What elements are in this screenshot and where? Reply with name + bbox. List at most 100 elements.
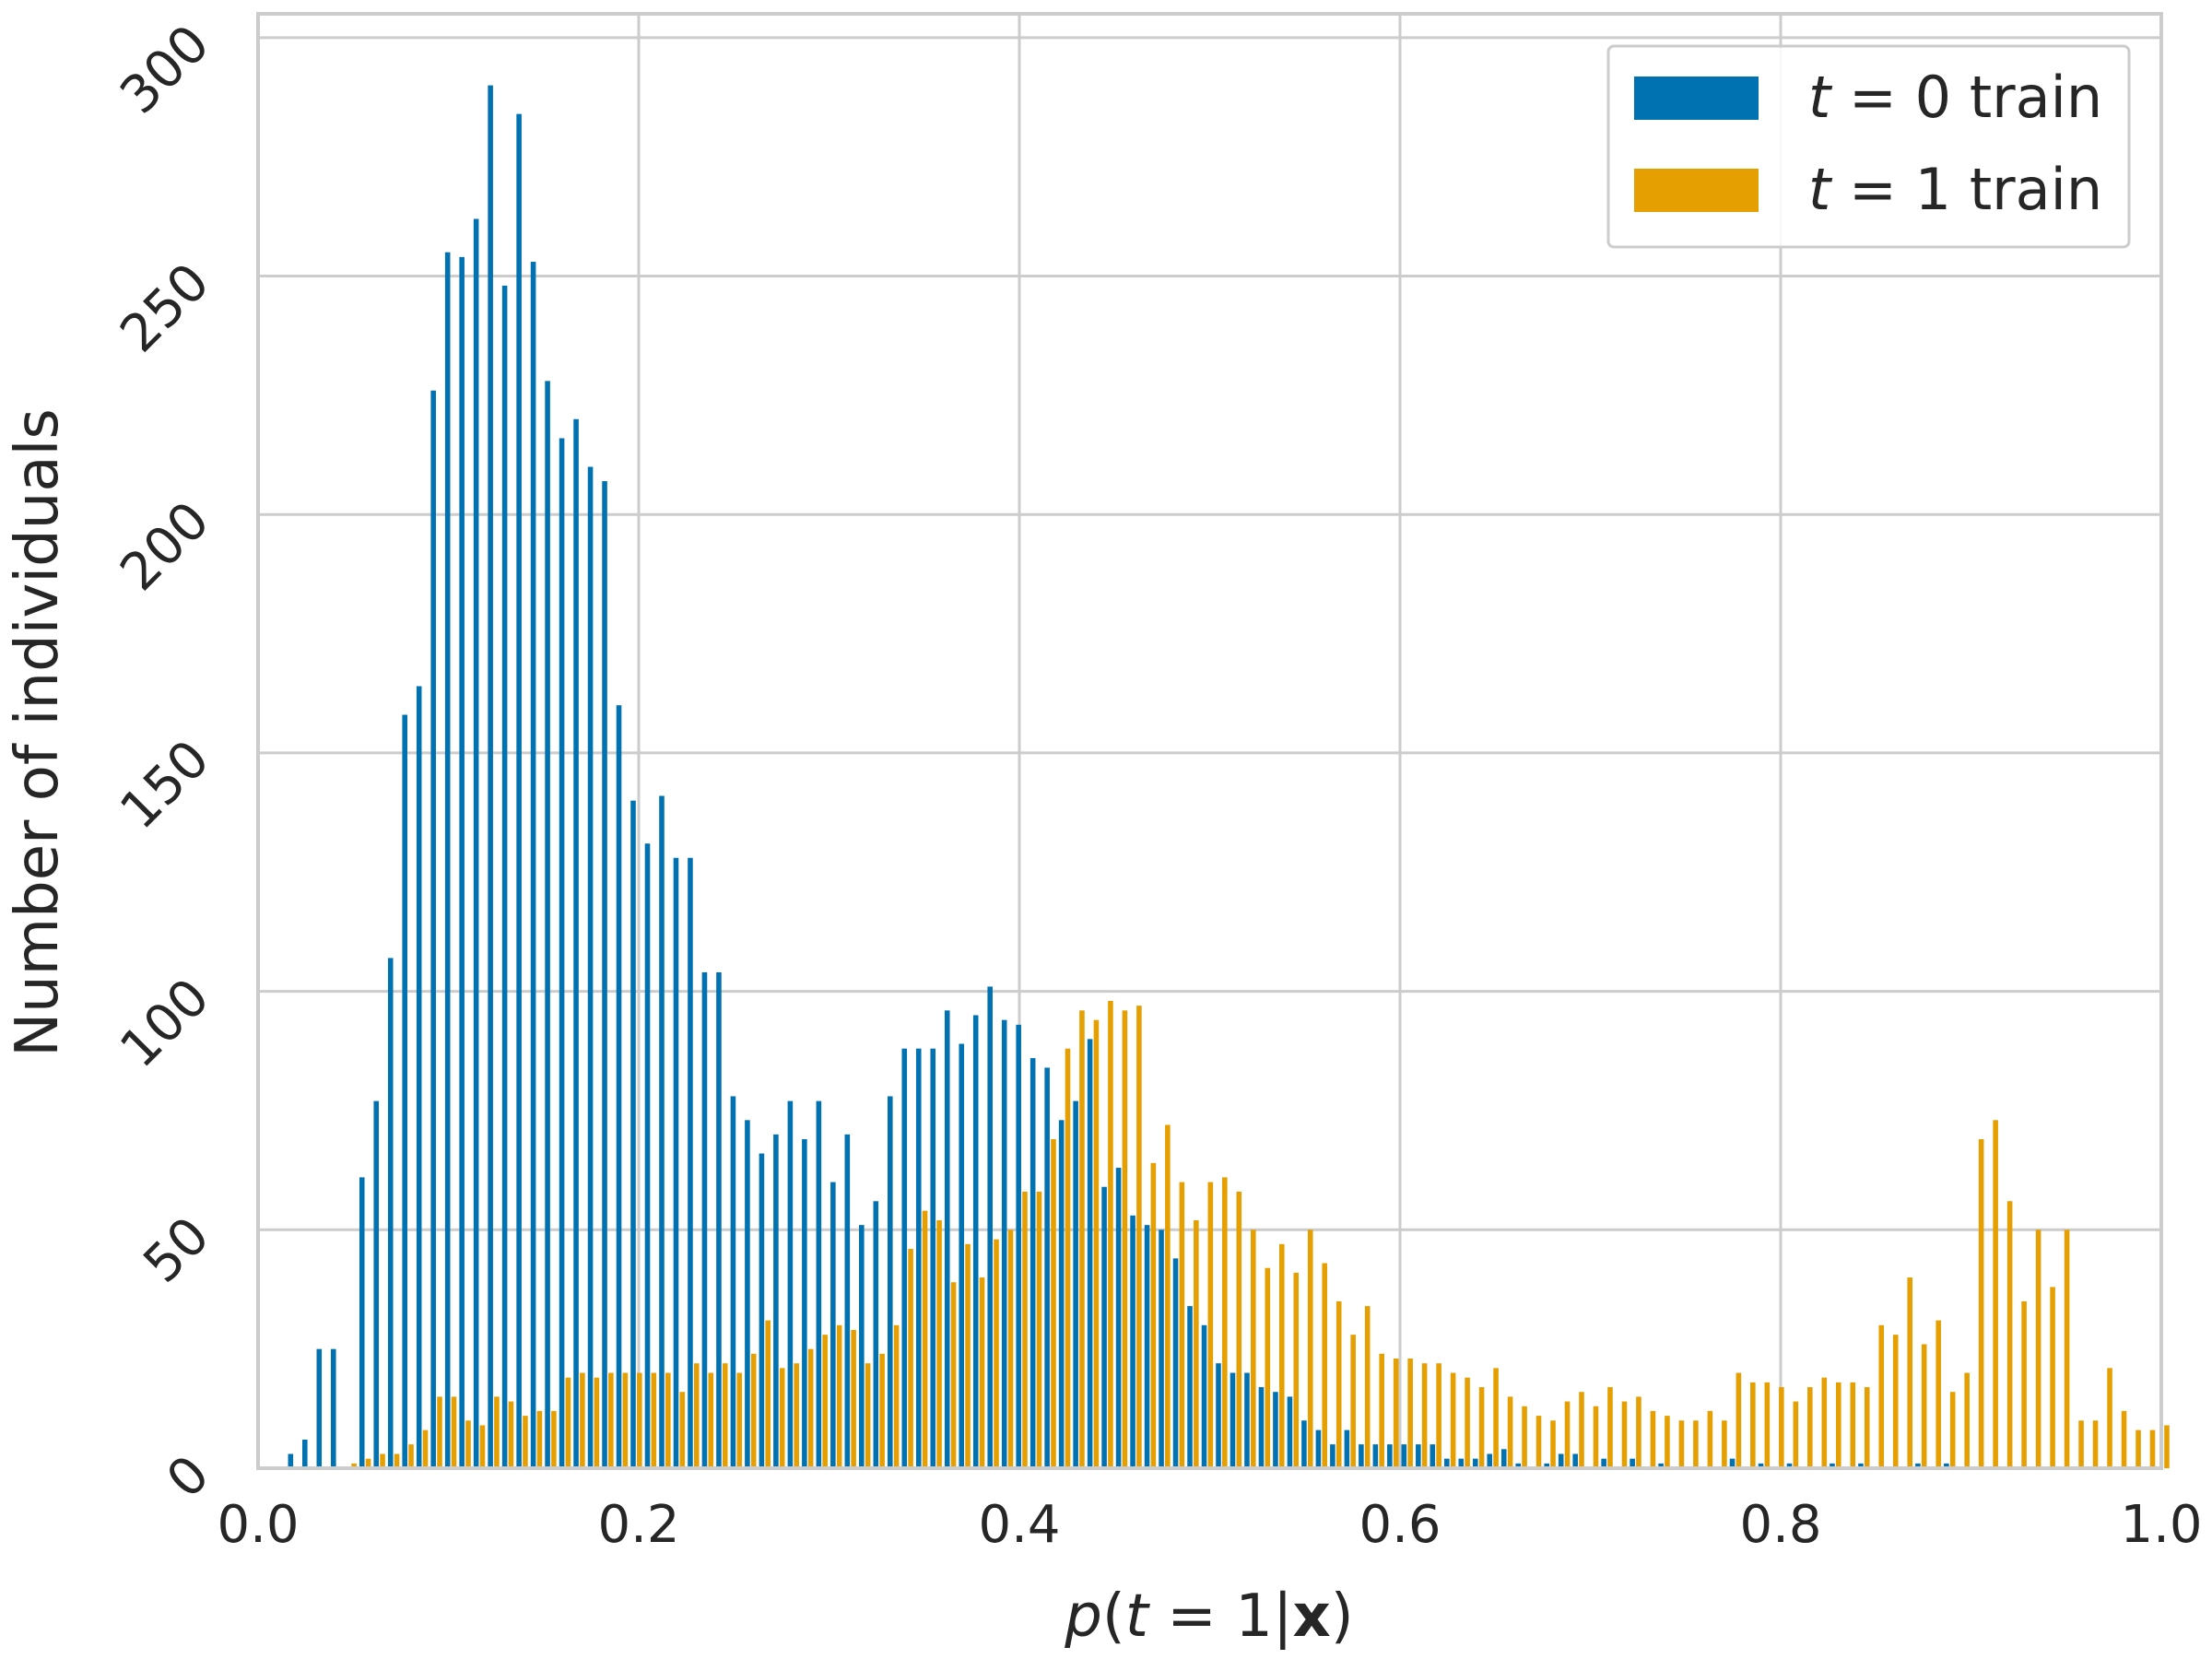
- bar-t1: [594, 1377, 600, 1468]
- bar-t0: [1130, 1215, 1135, 1468]
- bar-t1: [836, 1324, 842, 1468]
- bar-t1: [1493, 1368, 1499, 1468]
- bar-t1: [865, 1363, 871, 1468]
- bar-t0: [688, 857, 693, 1468]
- bar-t0: [1416, 1444, 1421, 1468]
- bar-t1: [2006, 1201, 2013, 1468]
- bar-t0: [1273, 1392, 1278, 1468]
- bar-t1: [2050, 1287, 2055, 1468]
- bar-t0: [1244, 1372, 1250, 1468]
- bar-t0: [516, 113, 522, 1468]
- bar-t1: [994, 1239, 999, 1468]
- bar-t1: [365, 1458, 371, 1468]
- bar-t1: [2164, 1425, 2170, 1468]
- bar-t1: [1379, 1353, 1384, 1468]
- bar-t1: [580, 1372, 585, 1468]
- bar-t1: [1194, 1219, 1199, 1468]
- bar-t1: [1036, 1191, 1042, 1468]
- bar-t1: [679, 1392, 686, 1468]
- bar-t1: [1079, 1010, 1085, 1468]
- bar-t1: [1593, 1406, 1599, 1468]
- bar-t1: [1892, 1335, 1899, 1468]
- bar-t1: [637, 1372, 642, 1468]
- bar-t0: [1944, 1463, 1949, 1468]
- x-axis-label: p(t = 1|x): [1064, 1583, 1354, 1651]
- bar-t1: [1436, 1363, 1441, 1468]
- bar-t0: [1258, 1387, 1265, 1468]
- x-tick-label: 0.8: [1739, 1495, 1821, 1555]
- bar-t0: [1515, 1463, 1522, 1468]
- bar-t0: [972, 1015, 979, 1468]
- bar-t1: [722, 1363, 728, 1468]
- legend-swatch-t0: [1634, 76, 1759, 120]
- bar-t0: [844, 1134, 851, 1468]
- y-tick-label: 150: [109, 729, 221, 841]
- bar-t0: [1359, 1444, 1364, 1468]
- bar-t1: [422, 1430, 429, 1468]
- bar-t1: [807, 1348, 814, 1468]
- bar-t0: [1073, 1100, 1078, 1468]
- bar-t0: [1858, 1463, 1864, 1468]
- bar-t1: [2121, 1410, 2127, 1468]
- y-tick-label: 250: [109, 252, 221, 364]
- bar-t1: [1350, 1335, 1356, 1468]
- bar-t0: [673, 857, 679, 1468]
- bar-t1: [536, 1410, 543, 1468]
- bar-t0: [1230, 1372, 1236, 1468]
- bar-t0: [1830, 1463, 1835, 1468]
- bar-t1: [2021, 1300, 2027, 1468]
- bar-t0: [1044, 1067, 1050, 1468]
- bar-t0: [1101, 1186, 1107, 1468]
- bar-t1: [494, 1396, 500, 1468]
- bar-t1: [750, 1353, 757, 1468]
- bar-t1: [1364, 1306, 1371, 1468]
- bar-t1: [1322, 1263, 1328, 1468]
- y-tick-label: 50: [133, 1206, 221, 1294]
- bar-t1: [394, 1453, 400, 1468]
- bar-t1: [1393, 1359, 1399, 1468]
- bar-t1: [1093, 1019, 1100, 1468]
- bar-t0: [1487, 1453, 1493, 1468]
- bar-t1: [1278, 1243, 1285, 1468]
- bar-t0: [773, 1134, 779, 1468]
- bar-t1: [1722, 1420, 1727, 1468]
- y-axis-ticks: 0 50 100 150 200 250 300: [109, 14, 221, 1510]
- bar-t0: [816, 1100, 822, 1468]
- bar-t0: [859, 1225, 865, 1468]
- bar-t1: [1550, 1420, 1556, 1468]
- bar-t1: [465, 1420, 471, 1468]
- bar-t1: [708, 1372, 714, 1468]
- bar-t1: [351, 1463, 357, 1468]
- bar-t0: [1758, 1463, 1764, 1468]
- bar-t1: [1793, 1401, 1799, 1468]
- bar-t1: [1335, 1300, 1342, 1468]
- bar-t0: [1287, 1396, 1293, 1468]
- bar-t0: [802, 1139, 807, 1468]
- bar-t0: [1001, 1019, 1007, 1468]
- bar-t0: [987, 986, 993, 1468]
- bar-t0: [873, 1201, 879, 1468]
- bar-t0: [501, 285, 508, 1468]
- bar-t1: [1750, 1382, 1756, 1468]
- x-tick-label: 0.4: [978, 1495, 1060, 1555]
- bar-t1: [1207, 1182, 1214, 1468]
- bar-t1: [1607, 1387, 1613, 1468]
- bar-t0: [602, 481, 607, 1468]
- bar-t0: [1786, 1463, 1793, 1468]
- bar-t0: [1315, 1430, 1322, 1468]
- legend-label-t0: t = 0 train: [1808, 64, 2102, 131]
- bar-t0: [1444, 1458, 1450, 1468]
- bar-t0: [830, 1182, 836, 1468]
- y-tick-label: 0: [156, 1444, 221, 1510]
- bar-t1: [922, 1210, 928, 1468]
- bar-t1: [2078, 1420, 2084, 1468]
- bar-t0: [1016, 1024, 1021, 1468]
- bar-t1: [794, 1363, 799, 1468]
- bar-t0: [373, 1100, 380, 1468]
- bar-t0: [616, 705, 622, 1468]
- bar-t0: [787, 1100, 794, 1468]
- bar-t0: [573, 418, 579, 1468]
- bar-t1: [1051, 1139, 1056, 1468]
- bar-t1: [1978, 1139, 1984, 1468]
- legend-label-t1: t = 1 train: [1808, 156, 2102, 223]
